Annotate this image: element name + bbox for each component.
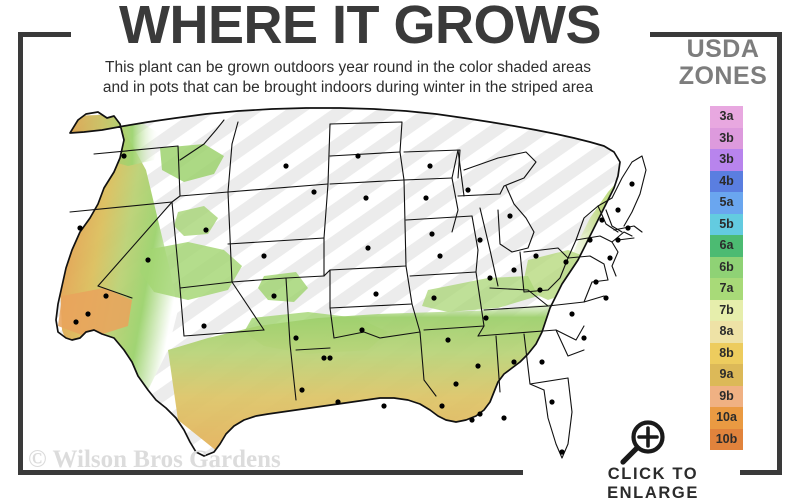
- subtitle-line-1: This plant can be grown outdoors year ro…: [105, 59, 591, 76]
- legend-swatch: 3b: [710, 149, 743, 171]
- legend-swatch: 3a: [710, 106, 743, 128]
- page-title: WHERE IT GROWS: [119, 0, 601, 55]
- legend-swatch: 7b: [710, 299, 743, 321]
- click-to-enlarge-label[interactable]: CLICK TO ENLARGE: [607, 465, 699, 500]
- frame-border-bottom-left: [18, 470, 523, 475]
- subtitle-line-2: and in pots that can be brought indoors …: [102, 79, 594, 96]
- legend-swatch: 8a: [710, 321, 743, 343]
- legend-heading: USDA ZONES: [663, 36, 783, 90]
- legend-swatch: 6b: [710, 256, 743, 278]
- frame-border-top-right: [650, 32, 782, 37]
- legend-swatch: 10a: [710, 407, 743, 429]
- watermark: © Wilson Bros Gardens: [28, 446, 281, 473]
- legend-heading-line-2: ZONES: [678, 62, 768, 90]
- usda-zones-legend: 3a 3b 3b 4b 5a 5b 6a 6b 7a 7b 8a 8b 9a 9b 10a 10b: [710, 106, 743, 450]
- legend-swatch: 9a: [710, 364, 743, 386]
- legend-swatch: 10b: [710, 428, 743, 450]
- legend-swatch: 6a: [710, 235, 743, 257]
- frame-border-bottom-right: [740, 470, 782, 475]
- usda-hardiness-map[interactable]: [28, 100, 648, 465]
- city-dots: [73, 153, 635, 455]
- legend-swatch: 5a: [710, 192, 743, 214]
- legend-swatch: 8b: [710, 342, 743, 364]
- legend-swatch: 4b: [710, 170, 743, 192]
- legend-swatch: 7a: [710, 278, 743, 300]
- legend-heading-line-1: USDA: [686, 35, 760, 63]
- subtitle: This plant can be grown outdoors year ro…: [48, 58, 648, 98]
- state-boundaries: [55, 107, 647, 459]
- legend-swatch: 3b: [710, 127, 743, 149]
- legend-swatch: 9b: [710, 385, 743, 407]
- frame-border-top-left: [18, 32, 71, 37]
- frame-border-right: [777, 32, 782, 475]
- magnifier-plus-icon[interactable]: [614, 418, 674, 466]
- legend-swatch: 5b: [710, 213, 743, 235]
- frame-border-left: [18, 32, 23, 475]
